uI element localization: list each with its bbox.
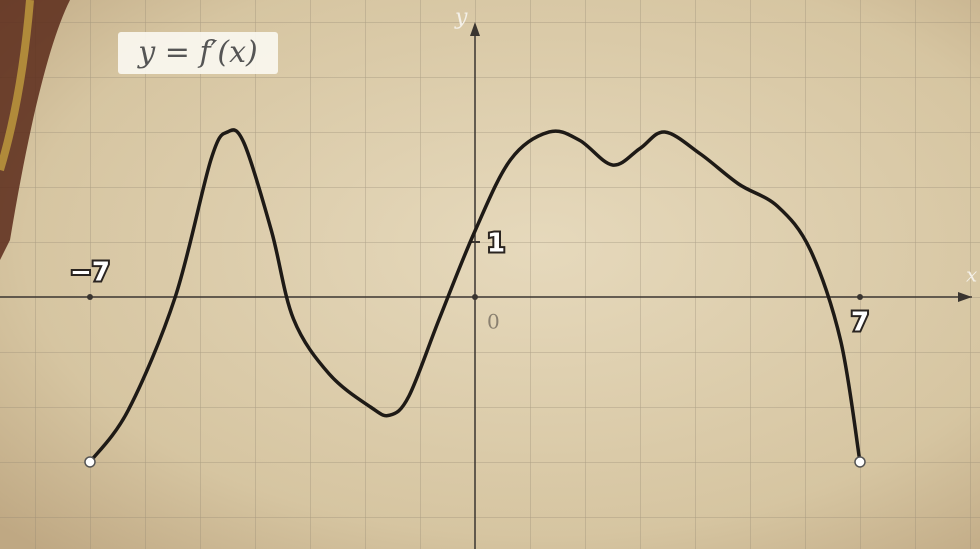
endpoint [855, 457, 865, 467]
x-tick [87, 294, 93, 300]
grid [0, 0, 980, 549]
x-tick-label: 0 [487, 309, 500, 333]
endpoint [85, 457, 95, 467]
x-tick-label: −7 [70, 257, 110, 287]
chart: x y y = f′(x) −7 0 7 1 [0, 0, 980, 549]
y-tick-label: 1 [487, 228, 505, 258]
chart-title: y = f′(x) [136, 35, 257, 70]
x-tick [472, 294, 478, 300]
page: x y y = f′(x) −7071 (() => { const data … [0, 0, 980, 549]
x-tick-label: 7 [851, 307, 869, 337]
y-axis-label: y [454, 5, 468, 30]
x-axis-label: x [966, 263, 977, 287]
x-tick [857, 294, 863, 300]
